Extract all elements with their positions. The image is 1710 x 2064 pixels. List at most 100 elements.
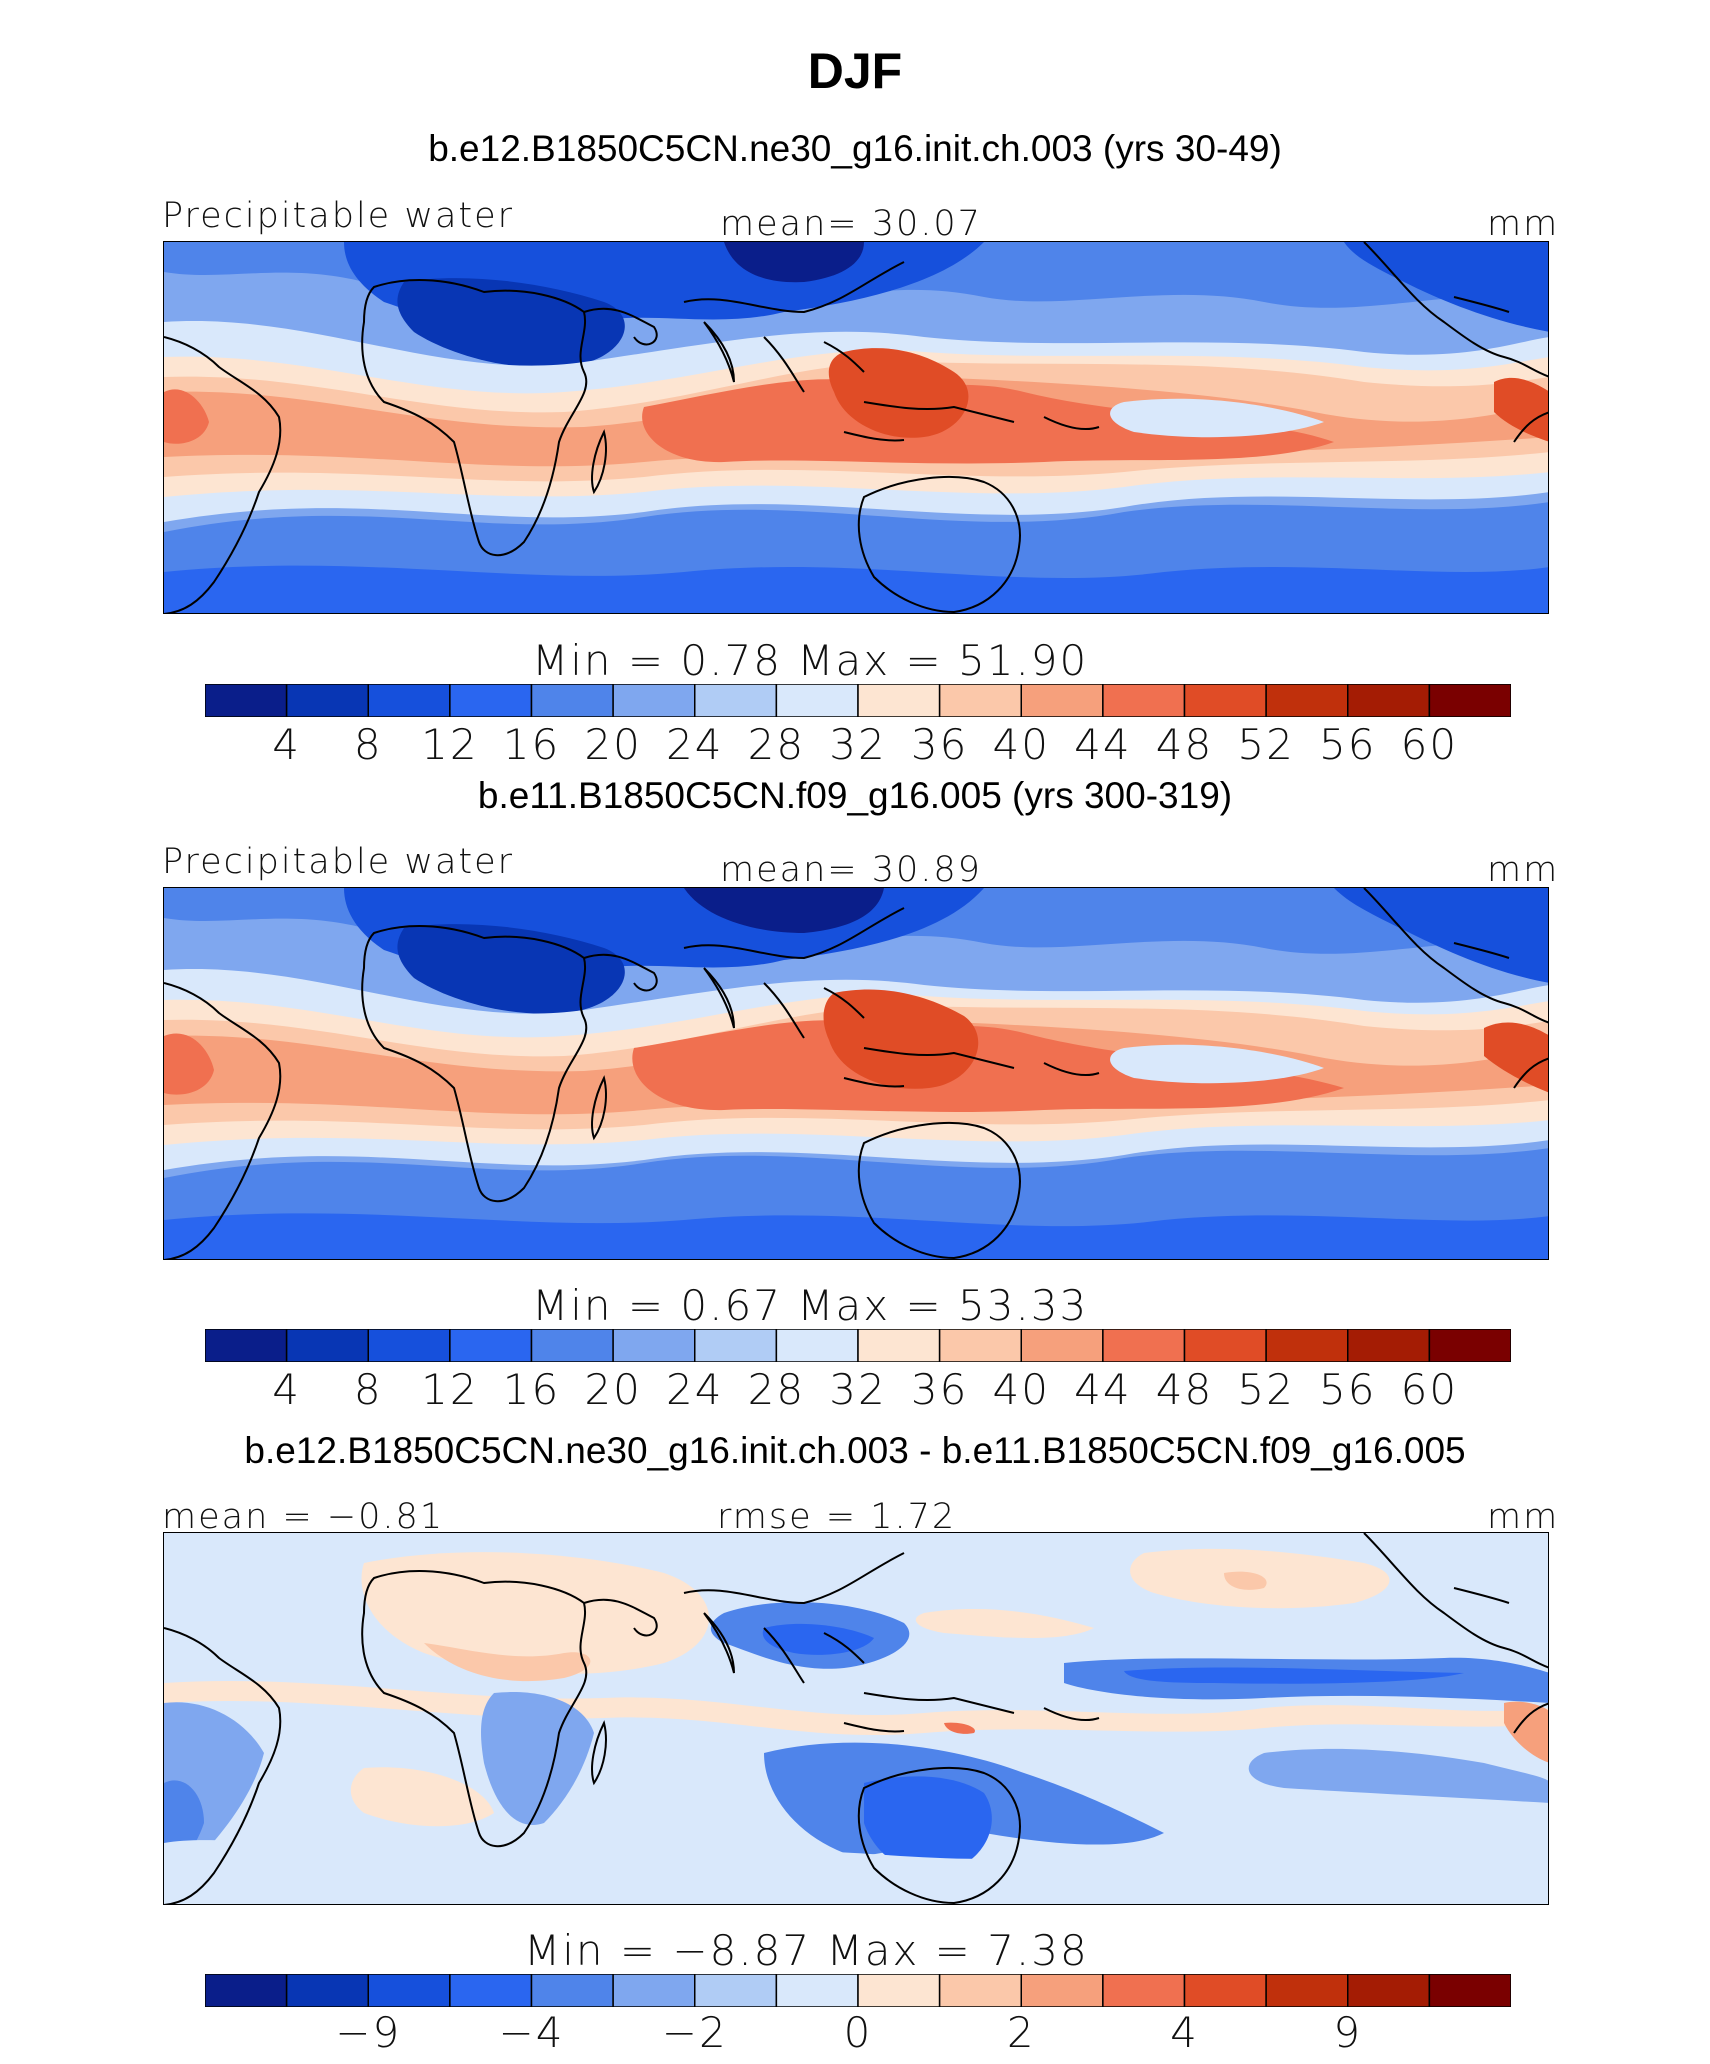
colorbar-tick-label: 48 [1155, 720, 1214, 769]
colorbar-box [857, 1328, 941, 1363]
panel-1-colorbar-ticks: 4 8 12 16 20 24 28 32 36 40 44 48 52 56 60 [205, 720, 1511, 770]
panel-2-map-svg [164, 888, 1548, 1259]
colorbar-tick-label: −2 [661, 2008, 728, 2057]
colorbar-box [1020, 1973, 1104, 2008]
colorbar-box [775, 683, 859, 718]
colorbar-box [367, 1973, 451, 2008]
colorbar-tick-label: 4 [272, 1365, 301, 1414]
panel-3-case-title: b.e12.B1850C5CN.ne30_g16.init.ch.003 - b… [244, 1430, 1466, 1471]
panel-2-case-title: b.e11.B1850C5CN.f09_g16.005 (yrs 300-319… [477, 775, 1233, 816]
colorbar-box [285, 1328, 370, 1363]
colorbar-box [1428, 1973, 1512, 2008]
colorbar-tick-label: 20 [584, 720, 642, 769]
colorbar-tick-label: 32 [829, 720, 887, 769]
colorbar-box [449, 1328, 533, 1363]
colorbar-box [1183, 683, 1267, 718]
panel-3-map-svg [164, 1533, 1548, 1904]
panel-1-colorbar [204, 683, 1512, 718]
colorbar-tick-label: 8 [353, 1365, 383, 1414]
panel-2-units-label: mm [1487, 850, 1560, 890]
panel-2-mean-label: mean= 30.89 [720, 850, 982, 890]
colorbar-box [612, 683, 696, 718]
panel-3-units-label: mm [1487, 1497, 1560, 1537]
colorbar-tick-label: 9 [1333, 2008, 1363, 2057]
panel-2-minmax-label: Min = 0.67 Max = 53.33 [532, 1281, 1089, 1330]
panel-3-colorbar-svg [204, 1973, 1512, 2008]
colorbar-box [530, 1328, 614, 1363]
figure-title: DJF [807, 43, 903, 99]
panel-1-minmax-label: Min = 0.78 Max = 51.90 [532, 636, 1089, 685]
colorbar-box [938, 1328, 1023, 1363]
colorbar-tick-label: 4 [272, 720, 301, 769]
colorbar-tick-label: 8 [353, 720, 383, 769]
panel-1-case-title: b.e12.B1850C5CN.ne30_g16.init.ch.003 (yr… [428, 128, 1282, 169]
colorbar-box [1265, 1328, 1349, 1363]
colorbar-tick-label: 60 [1400, 1365, 1459, 1414]
colorbar-tick-label: 16 [502, 720, 561, 769]
colorbar-box [204, 683, 288, 718]
colorbar-tick-label: 52 [1237, 720, 1295, 769]
colorbar-box [1347, 1973, 1431, 2008]
panel-3-colorbar-ticks: −9 −4 −2 0 2 4 9 [205, 2008, 1511, 2058]
colorbar-box [1265, 1973, 1349, 2008]
panel-3-mean-label: mean = −0.81 [162, 1497, 445, 1537]
panel-2-colorbar [204, 1328, 1512, 1363]
colorbar-box [285, 683, 370, 718]
colorbar-box [694, 1328, 778, 1363]
colorbar-tick-label: 28 [747, 720, 806, 769]
panel-1-colorbar-svg [204, 683, 1512, 718]
colorbar-box [857, 1973, 941, 2008]
colorbar-box [1102, 1973, 1186, 2008]
colorbar-tick-label: 24 [666, 1365, 724, 1414]
colorbar-box [1428, 1328, 1512, 1363]
colorbar-tick-label: 0 [843, 2008, 873, 2057]
colorbar-box [775, 1328, 859, 1363]
panel-2-map [163, 887, 1549, 1260]
colorbar-box [938, 1973, 1023, 2008]
colorbar-box [530, 1973, 614, 2008]
colorbar-tick-label: 12 [421, 720, 479, 769]
colorbar-tick-label: 36 [910, 720, 969, 769]
colorbar-box [1428, 683, 1512, 718]
colorbar-box [449, 1973, 533, 2008]
colorbar-box [1020, 1328, 1104, 1363]
colorbar-box [694, 683, 778, 718]
colorbar-tick-label: 36 [910, 1365, 969, 1414]
colorbar-box [204, 1328, 288, 1363]
colorbar-box [612, 1328, 696, 1363]
colorbar-tick-label: 48 [1155, 1365, 1214, 1414]
colorbar-box [1020, 683, 1104, 718]
colorbar-tick-label: 4 [1170, 2008, 1199, 2057]
panel-1-mean-label: mean= 30.07 [720, 204, 982, 244]
colorbar-box [1265, 683, 1349, 718]
colorbar-tick-label: 60 [1400, 720, 1459, 769]
colorbar-box [694, 1973, 778, 2008]
colorbar-box [775, 1973, 859, 2008]
colorbar-tick-label: 56 [1319, 1365, 1377, 1414]
panel-1-map-svg [164, 242, 1548, 613]
colorbar-tick-label: 32 [829, 1365, 887, 1414]
colorbar-tick-label: 40 [992, 720, 1050, 769]
colorbar-box [530, 683, 614, 718]
colorbar-tick-label: 28 [747, 1365, 806, 1414]
colorbar-box [204, 1973, 288, 2008]
colorbar-tick-label: 12 [421, 1365, 479, 1414]
colorbar-tick-label: 40 [992, 1365, 1050, 1414]
colorbar-box [367, 683, 451, 718]
colorbar-box [938, 683, 1023, 718]
panel-2-variable-label: Precipitable water [162, 842, 515, 882]
panel-1-variable-label: Precipitable water [162, 196, 515, 236]
colorbar-tick-label: −9 [335, 2008, 402, 2057]
colorbar-tick-label: −4 [498, 2008, 565, 2057]
colorbar-tick-label: 56 [1319, 720, 1377, 769]
colorbar-box [1102, 1328, 1186, 1363]
colorbar-tick-label: 24 [666, 720, 724, 769]
colorbar-box [1347, 683, 1431, 718]
panel-2-colorbar-ticks: 4 8 12 16 20 24 28 32 36 40 44 48 52 56 60 [205, 1365, 1511, 1415]
panel-2-colorbar-svg [204, 1328, 1512, 1363]
colorbar-tick-label: 16 [502, 1365, 561, 1414]
colorbar-box [449, 683, 533, 718]
colorbar-tick-label: 44 [1074, 720, 1132, 769]
colorbar-box [857, 683, 941, 718]
colorbar-box [612, 1973, 696, 2008]
